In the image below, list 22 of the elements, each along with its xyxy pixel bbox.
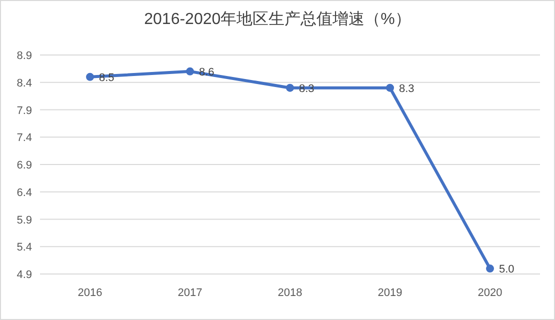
x-tick-label: 2018 bbox=[278, 287, 302, 299]
data-label: 8.3 bbox=[399, 82, 414, 95]
x-tick-label: 2019 bbox=[378, 287, 402, 299]
y-tick-label: 4.9 bbox=[16, 269, 32, 281]
y-tick-label: 7.9 bbox=[16, 104, 32, 117]
point bbox=[286, 84, 294, 92]
chart-title: 2016-2020年地区生产总值增速（%） bbox=[144, 10, 411, 28]
point bbox=[86, 72, 94, 81]
y-tick-label: 8.9 bbox=[16, 50, 32, 62]
x-tick-label: 2017 bbox=[178, 287, 202, 299]
x-tick-label: 2020 bbox=[478, 287, 502, 299]
y-tick-label: 5.9 bbox=[16, 214, 32, 226]
x-tick-label: 2016 bbox=[78, 287, 102, 299]
y-tick-label: 6.9 bbox=[16, 160, 32, 172]
y-tick-label: 8.4 bbox=[16, 77, 32, 90]
y-tick-label: 5.4 bbox=[16, 242, 32, 254]
point bbox=[386, 84, 394, 92]
y-tick-label: 7.4 bbox=[16, 132, 32, 144]
y-tick-label: 6.4 bbox=[16, 186, 32, 199]
point bbox=[186, 67, 194, 76]
data-label: 5.0 bbox=[499, 264, 514, 276]
point bbox=[486, 264, 494, 273]
